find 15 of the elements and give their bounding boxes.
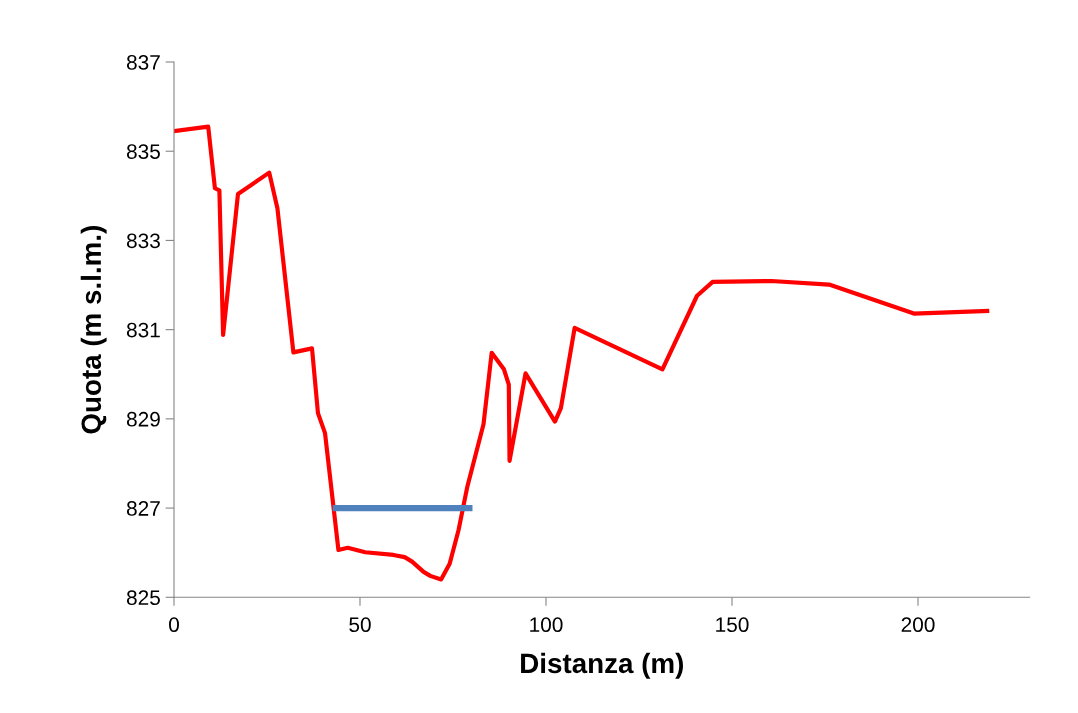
x-tick-label: 50 [349,617,371,633]
y-tick-label: 825 [126,590,160,606]
y-tick-label: 827 [126,501,160,516]
x-tick-label: 150 [716,617,749,633]
x-axis-title: Distanza (m) [521,652,683,679]
x-tick-label: 100 [530,617,563,633]
y-axis-title: Quota (m s.l.m.) [80,226,107,434]
y-tick-label: 829 [126,411,160,427]
x-tick-label: 0 [169,617,179,633]
y-tick-label: 831 [126,322,160,338]
y-tick-label: 835 [126,144,160,159]
line-series [174,124,990,582]
x-tick-label: 200 [901,617,935,633]
y-tick-label: 837 [126,55,160,70]
y-tick-label: 833 [126,233,160,249]
